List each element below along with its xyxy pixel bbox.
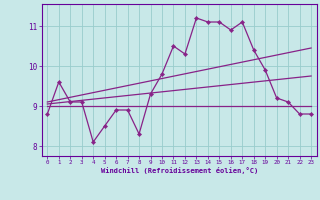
X-axis label: Windchill (Refroidissement éolien,°C): Windchill (Refroidissement éolien,°C) (100, 167, 258, 174)
